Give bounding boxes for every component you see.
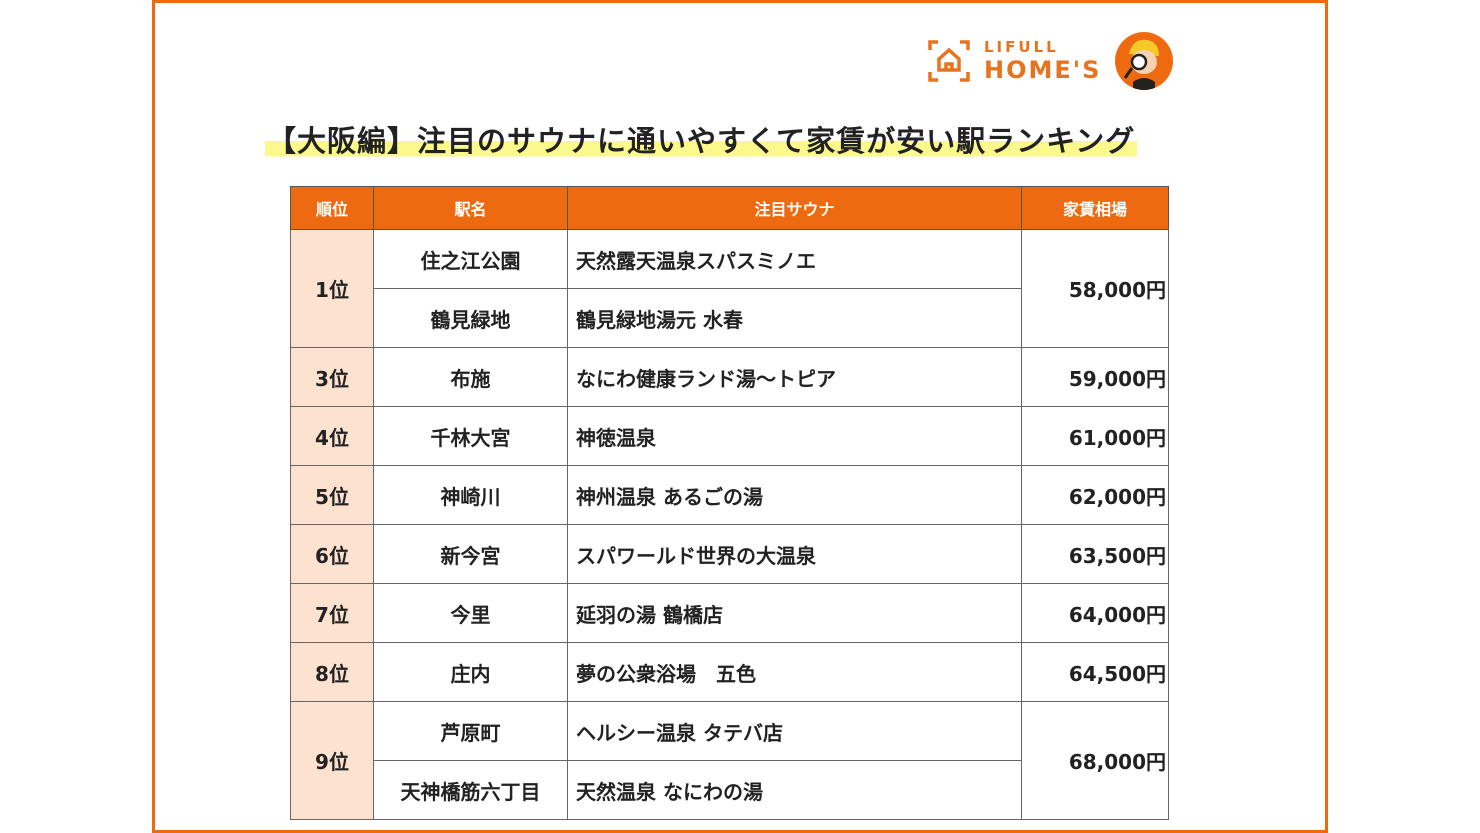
station-cell: 天神橋筋六丁目 [373,760,568,820]
header-rank: 順位 [290,186,374,230]
sauna-cell: なにわ健康ランド湯～トピア [567,347,1022,407]
table-row: 9位 芦原町 ヘルシー温泉 タテバ店 68,000円 [290,701,1169,820]
page-title: 【大阪編】注目のサウナに通いやすくて家賃が安い駅ランキング [265,118,1138,160]
station-cell: 鶴見緑地 [373,288,568,348]
page-frame [152,0,1328,833]
sauna-cell: 夢の公衆浴場 五色 [567,642,1022,702]
rank-cell: 4位 [290,406,374,466]
rank-cell: 6位 [290,524,374,584]
table-row: 1位 住之江公園 天然露天温泉スパスミノエ 58,000円 [290,229,1169,348]
rank-cell: 7位 [290,583,374,643]
station-cell: 千林大宮 [373,406,568,466]
sauna-cell: 鶴見緑地湯元 水春 [567,288,1022,348]
table-row: 天神橋筋六丁目 天然温泉 なにわの湯 [291,760,1169,820]
station-cell: 布施 [373,347,568,407]
station-cell: 神崎川 [373,465,568,525]
header-rent: 家賃相場 [1021,186,1169,230]
rank-cell: 9位 [290,701,374,820]
rent-cell: 62,000円 [1021,465,1169,525]
rent-cell: 64,500円 [1021,642,1169,702]
table-row: 5位 神崎川 神州温泉 あるごの湯 62,000円 [290,465,1169,525]
logo-line1: LIFULL [984,38,1059,56]
sauna-cell: 延羽の湯 鶴橋店 [567,583,1022,643]
sauna-cell: ヘルシー温泉 タテバ店 [567,701,1022,761]
table-row: 3位 布施 なにわ健康ランド湯～トピア 59,000円 [290,347,1169,407]
header-sauna: 注目サウナ [567,186,1022,230]
station-cell: 芦原町 [373,701,568,761]
rent-cell: 63,500円 [1021,524,1169,584]
table-row: 8位 庄内 夢の公衆浴場 五色 64,500円 [290,642,1169,702]
table-row: 6位 新今宮 スパワールド世界の大温泉 63,500円 [290,524,1169,584]
rank-cell: 1位 [290,229,374,348]
rent-cell: 61,000円 [1021,406,1169,466]
ranking-table: 順位 駅名 注目サウナ 家賃相場 1位 住之江公園 天然露天温泉スパスミノエ 58,0… [290,186,1169,820]
station-cell: 住之江公園 [373,229,568,289]
rank-cell: 3位 [290,347,374,407]
logo-line2: HOME'S [984,56,1102,84]
table-row: 7位 今里 延羽の湯 鶴橋店 64,000円 [290,583,1169,643]
sauna-cell: 神徳温泉 [567,406,1022,466]
sauna-cell: 天然温泉 なにわの湯 [567,760,1022,820]
header-station: 駅名 [373,186,568,230]
house-icon [928,40,970,82]
sauna-cell: スパワールド世界の大温泉 [567,524,1022,584]
lifull-homes-logo: LIFULL HOME'S [928,32,1174,90]
mascot-icon [1115,32,1174,90]
rent-cell: 68,000円 [1021,701,1169,820]
rank-cell: 8位 [290,642,374,702]
sauna-cell: 天然露天温泉スパスミノエ [567,229,1022,289]
sauna-cell: 神州温泉 あるごの湯 [567,465,1022,525]
rent-cell: 58,000円 [1021,229,1169,348]
table-row: 4位 千林大宮 神徳温泉 61,000円 [290,406,1169,466]
rent-cell: 59,000円 [1021,347,1169,407]
station-cell: 新今宮 [373,524,568,584]
station-cell: 今里 [373,583,568,643]
rent-cell: 64,000円 [1021,583,1169,643]
station-cell: 庄内 [373,642,568,702]
rank-cell: 5位 [290,465,374,525]
table-header-row: 順位 駅名 注目サウナ 家賃相場 [290,186,1169,230]
